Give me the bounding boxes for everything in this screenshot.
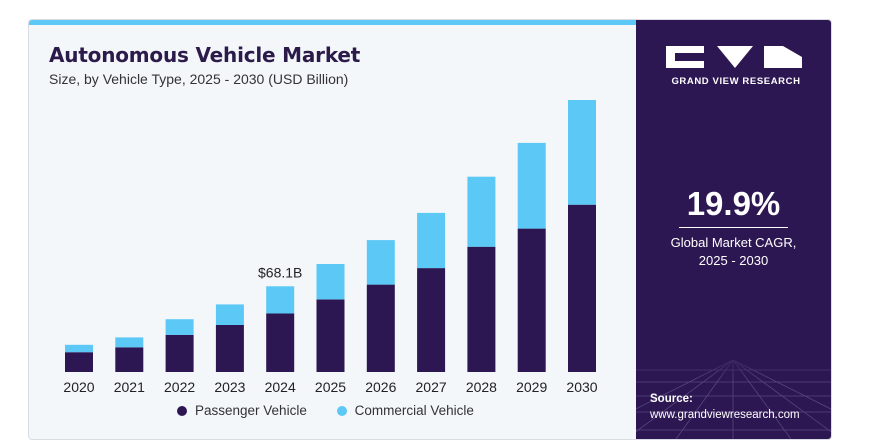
bar-passenger-2024 — [266, 313, 295, 372]
legend-item-passenger: Passenger Vehicle — [177, 403, 307, 418]
legend-label-passenger: Passenger Vehicle — [195, 403, 307, 418]
x-tick-label-2020: 2020 — [63, 379, 94, 395]
bar-passenger-2021 — [115, 347, 144, 372]
bar-commercial-2030 — [568, 100, 596, 205]
x-tick-label-2022: 2022 — [164, 379, 195, 395]
x-tick-label-2023: 2023 — [214, 379, 245, 395]
accent-bar — [29, 20, 636, 25]
bar-commercial-2025 — [316, 264, 345, 300]
cagr-label-line1: Global Market CAGR, — [670, 235, 797, 250]
legend-marker-passenger — [177, 406, 187, 416]
chart-title: Autonomous Vehicle Market — [49, 43, 361, 67]
cagr-divider — [679, 227, 788, 228]
legend-label-commercial: Commercial Vehicle — [354, 403, 474, 418]
cagr-label-line2: 2025 - 2030 — [698, 253, 769, 268]
infographic-card: Autonomous Vehicle Market Size, by Vehic… — [28, 19, 832, 440]
bar-commercial-2024 — [266, 286, 295, 314]
x-tick-label-2026: 2026 — [365, 379, 396, 395]
bar-passenger-2028 — [467, 246, 496, 372]
bar-commercial-2022 — [165, 319, 194, 335]
bar-commercial-2026 — [366, 240, 395, 285]
x-tick-label-2028: 2028 — [466, 379, 497, 395]
chart-subtitle: Size, by Vehicle Type, 2025 - 2030 (USD … — [49, 71, 349, 87]
bar-commercial-2029 — [517, 142, 546, 229]
bar-commercial-2028 — [467, 176, 496, 247]
bar-commercial-2020 — [65, 344, 93, 353]
bar-chart: 2020 2021 2022 2023 $68.1B 2024 2025 2026 2027 20… — [63, 100, 598, 395]
cagr-value: 19.9% — [686, 185, 781, 222]
side-panel: GRAND VIEW RESEARCH 19.9% Global Market … — [636, 20, 831, 439]
x-tick-label-2027: 2027 — [416, 379, 447, 395]
bar-passenger-2020 — [65, 352, 93, 372]
bar-passenger-2022 — [165, 334, 194, 372]
legend-item-commercial: Commercial Vehicle — [336, 403, 474, 418]
bar-commercial-2021 — [115, 337, 144, 348]
decorative-grid-floor — [636, 350, 831, 439]
bar-passenger-2025 — [316, 299, 345, 372]
bar-passenger-2027 — [417, 268, 446, 372]
bar-commercial-2027 — [417, 212, 446, 269]
x-tick-label-2030: 2030 — [566, 379, 597, 395]
x-tick-label-2025: 2025 — [315, 379, 346, 395]
bar-passenger-2026 — [366, 284, 395, 372]
source-label: Source: — [650, 393, 693, 405]
bar-commercial-2023 — [215, 304, 244, 325]
legend-marker-commercial — [336, 406, 347, 416]
brand-name: GRAND VIEW RESEARCH — [671, 76, 801, 87]
bar-passenger-2030 — [568, 204, 596, 372]
source-url[interactable]: www.grandviewresearch.com — [650, 409, 800, 421]
x-tick-label-2021: 2021 — [114, 379, 145, 395]
x-tick-label-2024: 2024 — [265, 379, 296, 395]
logo-mark-icon — [666, 46, 802, 68]
bar-passenger-2029 — [517, 228, 546, 372]
cagr-label: Global Market CAGR, 2025 - 2030 — [636, 234, 831, 270]
chart-legend: Passenger Vehicle Commercial Vehicle — [177, 403, 500, 418]
data-label-2024: $68.1B — [258, 264, 302, 280]
bar-passenger-2023 — [215, 325, 244, 372]
x-tick-label-2029: 2029 — [516, 379, 547, 395]
chart-panel: Autonomous Vehicle Market Size, by Vehic… — [29, 25, 636, 439]
brand-logo: GRAND VIEW RESEARCH — [661, 44, 811, 104]
